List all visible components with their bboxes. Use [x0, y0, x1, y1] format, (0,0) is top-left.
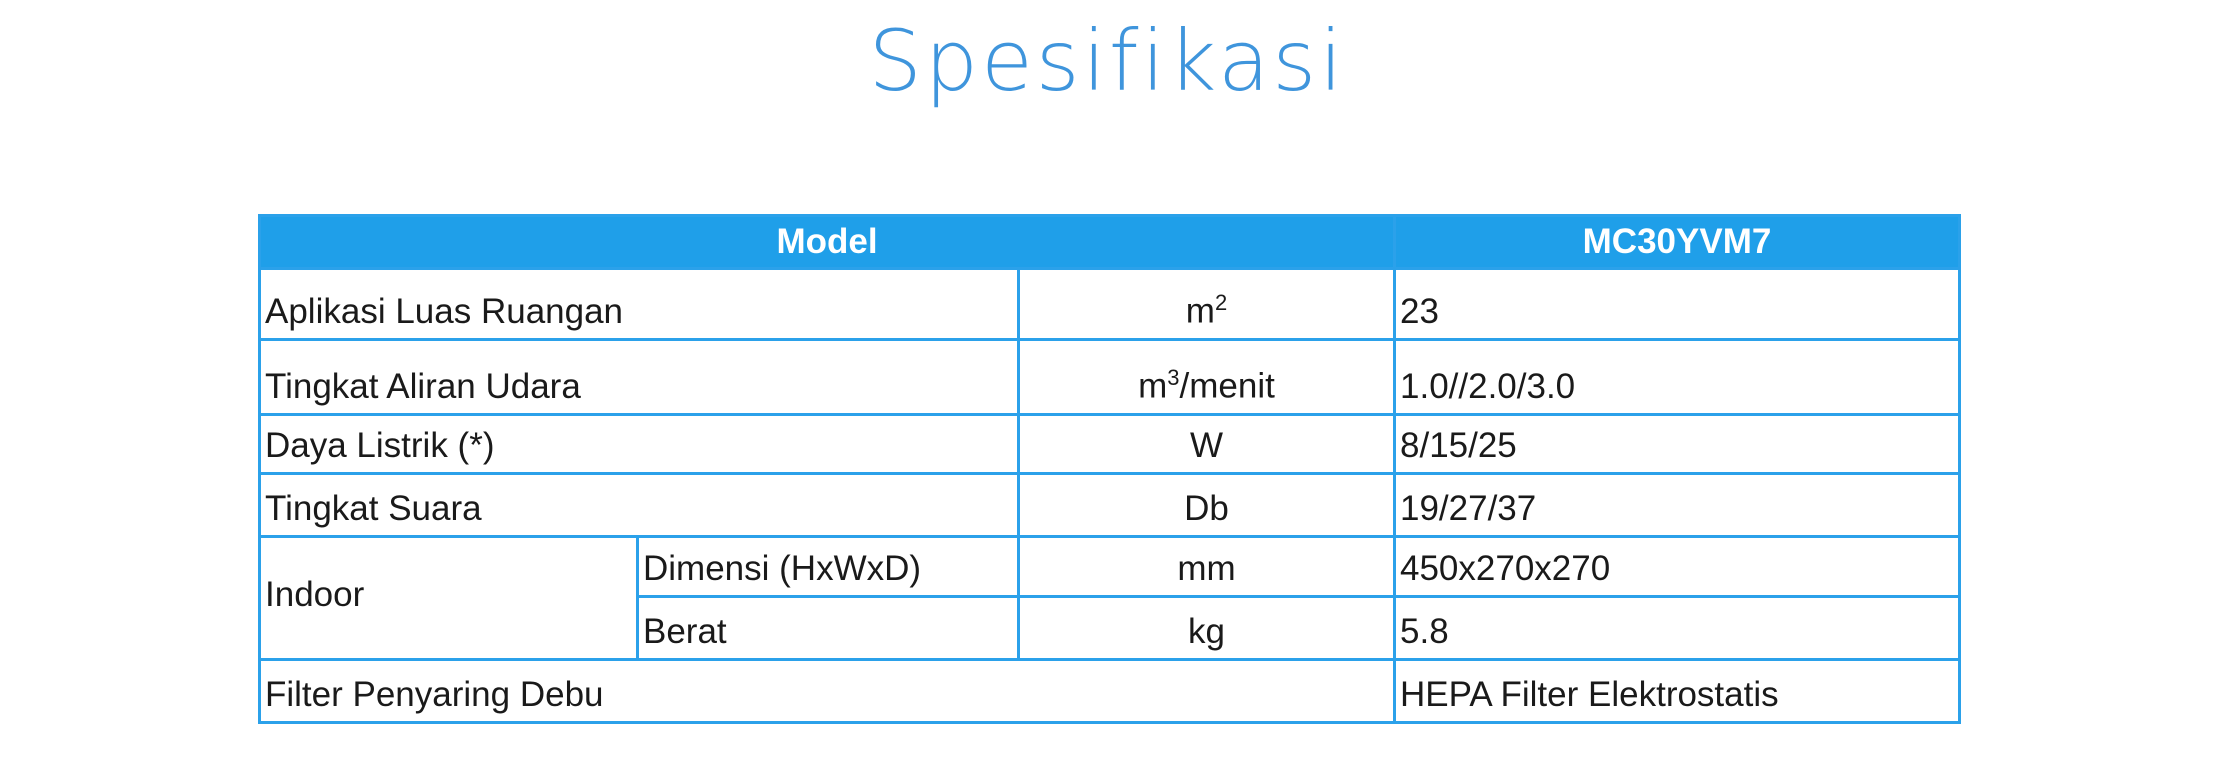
page-title: Spesifikasi [868, 12, 1346, 110]
table-row: Indoor Dimensi (HxWxD) mm 450x270x270 [258, 535, 1961, 661]
row-unit: m2 [1017, 267, 1396, 341]
row-unit: kg [1017, 595, 1396, 661]
row-unit: Db [1017, 472, 1396, 538]
row-value: 19/27/37 [1393, 472, 1961, 538]
table-row: Aplikasi Luas Ruangan m2 23 [258, 267, 1961, 341]
row-label: Tingkat Suara [258, 472, 1020, 538]
row-label: Aplikasi Luas Ruangan [258, 267, 1020, 341]
row-value: 450x270x270 [1393, 535, 1961, 598]
row-label: Daya Listrik (*) [258, 413, 1020, 475]
row-value: 1.0//2.0/3.0 [1393, 338, 1961, 416]
row-label: Filter Penyaring Debu [258, 658, 1396, 724]
table-row: Filter Penyaring Debu HEPA Filter Elektr… [258, 658, 1961, 724]
table-header-row: Model MC30YVM7 [258, 214, 1961, 270]
row-unit: mm [1017, 535, 1396, 598]
model-header: Model [258, 214, 1396, 270]
row-unit: m3/menit [1017, 338, 1396, 416]
model-value: MC30YVM7 [1393, 214, 1961, 270]
table-row: Tingkat Suara Db 19/27/37 [258, 472, 1961, 538]
spec-table: Model MC30YVM7 Aplikasi Luas Ruangan m2 … [258, 214, 1961, 724]
group-label: Indoor [258, 535, 639, 661]
row-unit: W [1017, 413, 1396, 475]
row-value: 23 [1393, 267, 1961, 341]
row-value: 5.8 [1393, 595, 1961, 661]
row-value: HEPA Filter Elektrostatis [1393, 658, 1961, 724]
table-row: Daya Listrik (*) W 8/15/25 [258, 413, 1961, 475]
row-label: Berat [636, 595, 1020, 661]
table-row: Berat kg 5.8 [260, 595, 1961, 661]
row-value: 8/15/25 [1393, 413, 1961, 475]
table-row: Tingkat Aliran Udara m3/menit 1.0//2.0/3… [258, 338, 1961, 416]
row-label: Tingkat Aliran Udara [258, 338, 1020, 416]
row-label: Dimensi (HxWxD) [636, 535, 1020, 598]
